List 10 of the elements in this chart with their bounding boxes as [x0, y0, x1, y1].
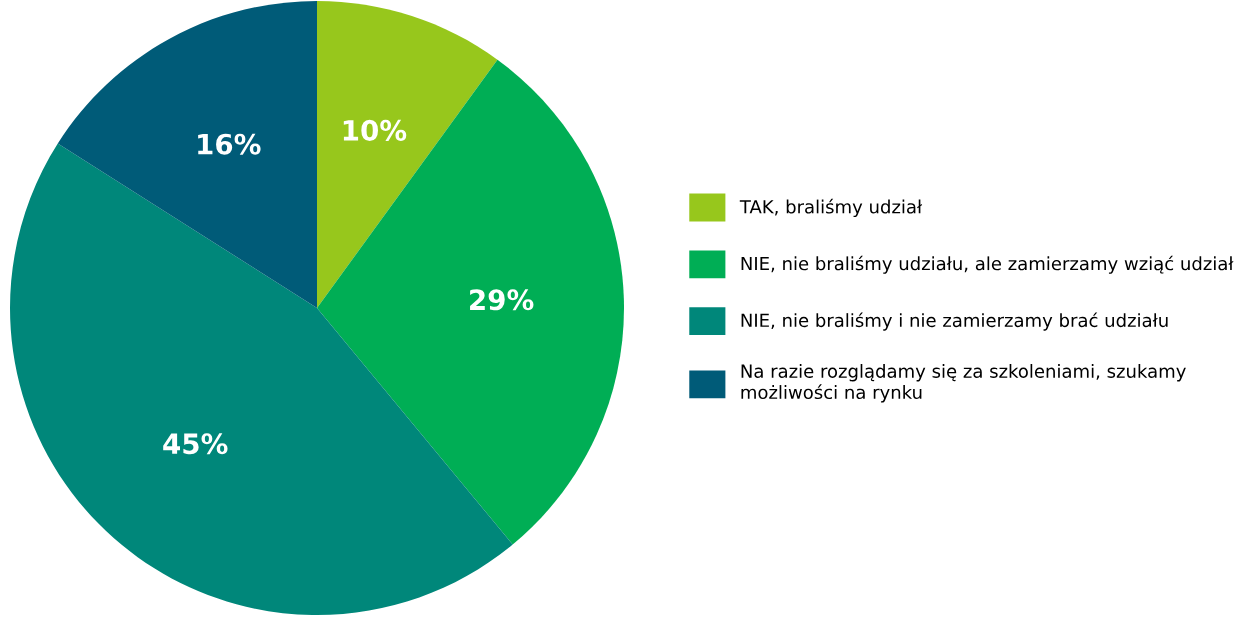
data-label: 10%	[343, 119, 407, 141]
legend-label: Na razie rozglądamy się za szkoleniami, szukamy możliwości na rynku	[741, 363, 1186, 403]
legend-label: TAK, braliśmy udział	[739, 198, 923, 218]
data-label: 29%	[470, 289, 534, 311]
data-label: 45%	[163, 433, 228, 455]
legend-label: NIE, nie braliśmy udziału, ale zamierzamy wziąć udział	[741, 255, 1234, 274]
data-label: 16%	[198, 133, 261, 155]
pie-slice	[317, 59, 624, 545]
pie-slice	[57, 1, 317, 308]
legend-label: NIE, nie braliśmy i nie zamierzamy brać udziału	[741, 312, 1168, 331]
